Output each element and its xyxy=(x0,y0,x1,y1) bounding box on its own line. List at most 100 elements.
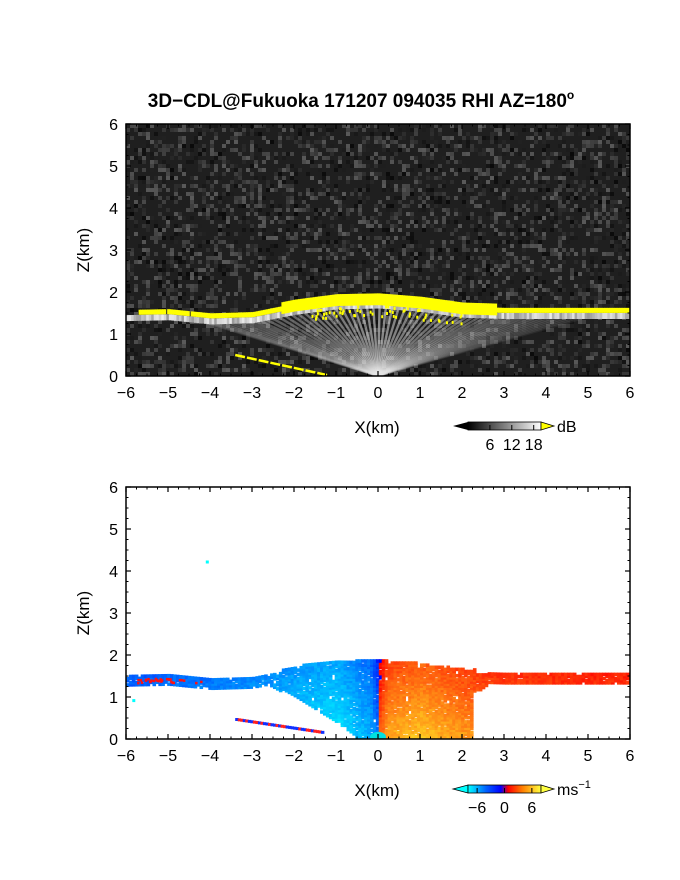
noise-cell xyxy=(278,332,282,336)
noise-cell xyxy=(502,208,506,212)
cloud-base-cell xyxy=(536,307,540,313)
velocity-cell xyxy=(143,676,148,681)
noise-cell xyxy=(478,204,482,208)
noise-cell xyxy=(538,216,542,220)
noise-cell xyxy=(614,172,618,176)
cloud-speckle xyxy=(363,314,366,318)
noise-cell xyxy=(554,128,558,132)
noise-cell xyxy=(422,224,426,228)
noise-cell xyxy=(602,172,606,176)
noise-cell xyxy=(598,212,602,216)
noise-cell xyxy=(382,288,386,292)
velocity-cell xyxy=(299,676,304,681)
noise-cell xyxy=(286,240,290,244)
velocity-cell xyxy=(237,677,242,681)
noise-cell xyxy=(190,244,194,248)
noise-cell xyxy=(306,172,310,176)
noise-cell xyxy=(494,284,498,288)
velocity-cell xyxy=(314,666,318,671)
cloud-base-cell xyxy=(424,297,427,310)
noise-cell xyxy=(590,284,594,288)
layer-halo-cell xyxy=(178,315,182,322)
noise-cell xyxy=(546,176,550,180)
layer-halo-cell xyxy=(161,314,165,321)
layer-halo-cell xyxy=(234,317,238,324)
noise-cell xyxy=(594,140,598,144)
noise-cell xyxy=(290,360,294,364)
noise-cell xyxy=(626,208,630,212)
noise-cell xyxy=(402,252,406,256)
noise-cell xyxy=(502,336,506,340)
noise-cell xyxy=(522,176,526,180)
noise-cell xyxy=(218,288,222,292)
noise-cell xyxy=(314,332,318,336)
noise-cell xyxy=(558,220,562,224)
noise-cell xyxy=(534,176,538,180)
layer-halo-cell xyxy=(141,314,145,321)
velocity-cell xyxy=(220,686,224,690)
noise-cell xyxy=(546,224,550,228)
velocity-cell xyxy=(322,665,327,670)
noise-cell xyxy=(162,296,166,300)
cloud-base-cell xyxy=(143,309,147,315)
noise-cell xyxy=(558,152,562,156)
cloud-base-cell xyxy=(603,307,607,313)
noise-cell xyxy=(578,268,582,272)
cloud-base-cell xyxy=(237,312,241,318)
noise-cell xyxy=(142,212,146,216)
noise-cell xyxy=(218,152,222,156)
noise-cell xyxy=(258,184,262,188)
noise-cell xyxy=(326,188,330,192)
noise-cell xyxy=(562,336,566,340)
noise-cell xyxy=(618,236,622,240)
noise-cell xyxy=(386,228,390,232)
noise-cell xyxy=(622,292,626,296)
noise-cell xyxy=(170,296,174,300)
velocity-cell xyxy=(311,677,315,682)
noise-cell xyxy=(606,232,610,236)
noise-cell xyxy=(362,180,366,184)
noise-cell xyxy=(466,200,470,204)
noise-cell xyxy=(618,252,622,256)
noise-cell xyxy=(234,184,238,188)
noise-cell xyxy=(542,180,546,184)
noise-cell xyxy=(522,320,526,324)
reflectivity-ray xyxy=(271,312,379,376)
noise-cell xyxy=(402,148,406,152)
noise-cell xyxy=(170,168,174,172)
noise-cell xyxy=(310,312,314,316)
noise-cell xyxy=(154,160,158,164)
noise-cell xyxy=(154,144,158,148)
layer-halo-cell xyxy=(186,316,190,323)
noise-cell xyxy=(590,268,594,272)
noise-cell xyxy=(182,264,186,268)
noise-cell xyxy=(450,328,454,332)
velocity-cell xyxy=(328,700,333,705)
noise-cell xyxy=(594,248,598,252)
noise-cell xyxy=(370,132,374,136)
velocity-cell xyxy=(320,710,324,714)
cloud-base-cell xyxy=(528,307,531,313)
velocity-cell xyxy=(311,679,315,684)
noise-cell xyxy=(422,292,426,296)
noise-cell xyxy=(346,260,350,264)
noise-cell xyxy=(538,344,542,348)
noise-cell xyxy=(206,328,210,332)
noise-cell xyxy=(266,320,270,324)
cloud-base-cell xyxy=(553,307,556,313)
noise-cell xyxy=(594,352,598,356)
noise-cell xyxy=(206,304,210,308)
noise-cell xyxy=(610,152,614,156)
noise-cell xyxy=(162,236,166,240)
velocity-cell xyxy=(240,677,245,681)
noise-cell xyxy=(514,224,518,228)
noise-cell xyxy=(326,224,330,228)
layer-halo-cell xyxy=(322,305,326,312)
noise-cell xyxy=(510,300,514,304)
velocity-cell xyxy=(217,684,221,688)
noise-cell xyxy=(166,196,170,200)
noise-cell xyxy=(518,336,522,340)
noise-cell xyxy=(390,160,394,164)
noise-cell xyxy=(142,180,146,184)
velocity-cell xyxy=(334,713,339,717)
